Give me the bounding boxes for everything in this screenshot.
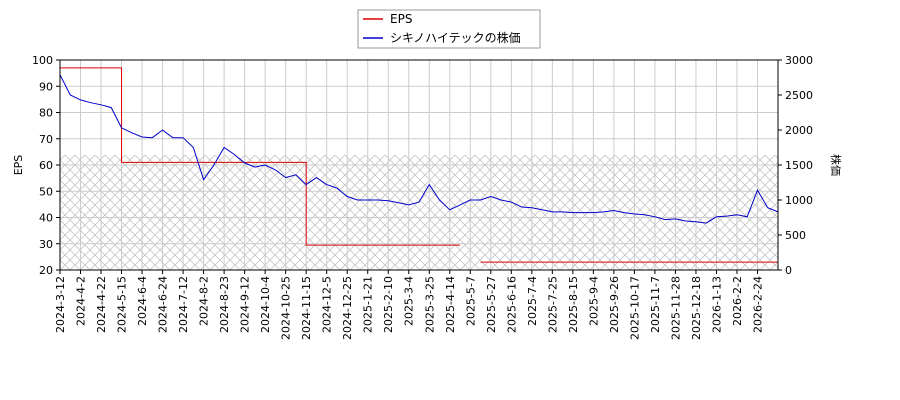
x-tick-label: 2025-5-7 — [464, 276, 477, 326]
legend-label: シキノハイテックの株価 — [390, 30, 521, 45]
x-tick-label: 2025-11-7 — [649, 276, 662, 333]
y2-axis-label: 株価 — [829, 154, 843, 176]
x-tick-label: 2024-6-4 — [136, 276, 149, 326]
x-tick-label: 2024-8-2 — [198, 276, 211, 326]
x-tick-label: 2024-12-5 — [321, 276, 334, 333]
hatched-region — [60, 155, 778, 270]
x-tick-label: 2025-8-15 — [567, 276, 580, 333]
x-tick-label: 2026-1-13 — [710, 276, 723, 333]
x-tick-label: 2024-4-22 — [95, 276, 108, 333]
series-line — [60, 67, 461, 246]
legend-label: EPS — [390, 12, 412, 26]
x-tick-label: 2025-7-4 — [526, 276, 539, 326]
y2-tick-label: 2500 — [785, 89, 813, 102]
x-tick-label: 2025-10-17 — [628, 276, 641, 340]
y-tick-label: 60 — [39, 159, 53, 172]
x-tick-label: 2025-9-26 — [608, 276, 621, 333]
x-tick-label: 2024-10-25 — [280, 276, 293, 340]
x-tick-label: 2024-10-4 — [259, 276, 272, 333]
x-tick-label: 2025-11-28 — [669, 276, 682, 340]
x-tick-label: 2025-3-25 — [423, 276, 436, 333]
x-tick-label: 2025-6-16 — [505, 276, 518, 333]
grid — [59, 59, 778, 271]
x-tick-label: 2024-12-25 — [341, 276, 354, 340]
x-tick-label: 2025-2-10 — [382, 276, 395, 333]
x-tick-label: 2025-7-25 — [546, 276, 559, 333]
y2-tick-label: 3000 — [785, 54, 813, 67]
x-tick-label: 2025-4-14 — [444, 276, 457, 333]
x-tick-label: 2025-1-21 — [362, 276, 375, 333]
y-tick-label: 70 — [39, 133, 53, 146]
x-tick-label: 2024-4-2 — [75, 276, 88, 326]
x-tick-label: 2024-9-12 — [239, 276, 252, 333]
y-tick-label: 50 — [39, 185, 53, 198]
x-tick-label: 2026-2-24 — [751, 276, 764, 333]
x-tick-label: 2024-3-12 — [54, 276, 67, 333]
lines — [59, 67, 779, 263]
x-tick-label: 2024-5-15 — [116, 276, 129, 333]
x-tick-label: 2025-9-4 — [587, 276, 600, 326]
x-tick-label: 2024-7-12 — [177, 276, 190, 333]
y-tick-label: 40 — [39, 212, 53, 225]
y2-tick-label: 2000 — [785, 124, 813, 137]
y-tick-label: 80 — [39, 107, 53, 120]
x-tick-label: 2025-12-18 — [690, 276, 703, 340]
x-tick-label: 2024-6-24 — [157, 276, 170, 333]
y2-tick-label: 1500 — [785, 159, 813, 172]
series-line — [59, 74, 779, 224]
x-tick-label: 2025-3-4 — [403, 276, 416, 326]
x-tick-label: 2025-5-27 — [485, 276, 498, 333]
y-tick-label: 90 — [39, 80, 53, 93]
y2-tick-label: 1000 — [785, 194, 813, 207]
x-tick-label: 2024-8-23 — [218, 276, 231, 333]
y-tick-label: 20 — [39, 264, 53, 277]
y2-tick-label: 500 — [785, 229, 806, 242]
y-axis-label: EPS — [12, 155, 25, 176]
y-tick-label: 100 — [32, 54, 53, 67]
y-tick-label: 30 — [39, 238, 53, 251]
x-tick-label: 2026-2-2 — [731, 276, 744, 326]
legend — [357, 9, 541, 49]
y2-tick-label: 0 — [785, 264, 792, 277]
x-tick-label: 2024-11-15 — [300, 276, 313, 340]
